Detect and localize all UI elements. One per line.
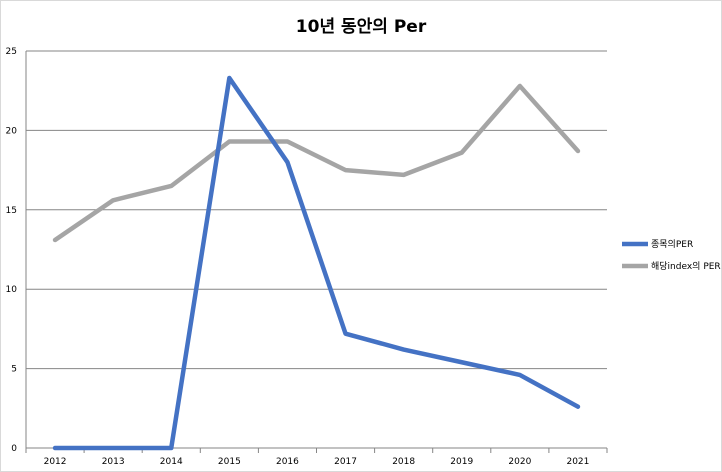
x-tick-label: 2019	[450, 457, 473, 467]
legend-entry: 종목의PER	[651, 239, 693, 250]
y-tick-label: 0	[11, 444, 17, 454]
gridlines	[26, 50, 607, 370]
series-line-0	[52, 75, 581, 451]
x-tick-label: 2018	[392, 457, 415, 467]
axes: 0 5 10 15 20 25 2012 2013 2014 2015 2016 2017 2018 20…	[6, 47, 608, 467]
y-tick-label: 15	[6, 206, 17, 216]
x-tick-label: 2013	[102, 457, 125, 467]
y-tick-label: 10	[6, 285, 18, 295]
x-tick-label: 2015	[218, 457, 241, 467]
x-tick-label: 2021	[566, 457, 589, 467]
legend-entry: 해당index의 PER	[651, 261, 721, 272]
x-tick-label: 2017	[334, 457, 357, 467]
x-tick-label: 2012	[44, 457, 67, 467]
x-tick-label: 2016	[276, 457, 299, 467]
x-tick-label: 2014	[160, 457, 183, 467]
legend: 종목의PER 해당index의 PER	[622, 239, 721, 272]
y-tick-label: 5	[11, 365, 17, 375]
x-tick-label: 2020	[508, 457, 531, 467]
series-lines	[52, 75, 581, 451]
y-tick-label: 20	[6, 126, 18, 136]
series-line-1	[52, 83, 581, 243]
chart-title: 10년 동안의 Per	[296, 17, 427, 37]
y-tick-label: 25	[6, 47, 17, 57]
